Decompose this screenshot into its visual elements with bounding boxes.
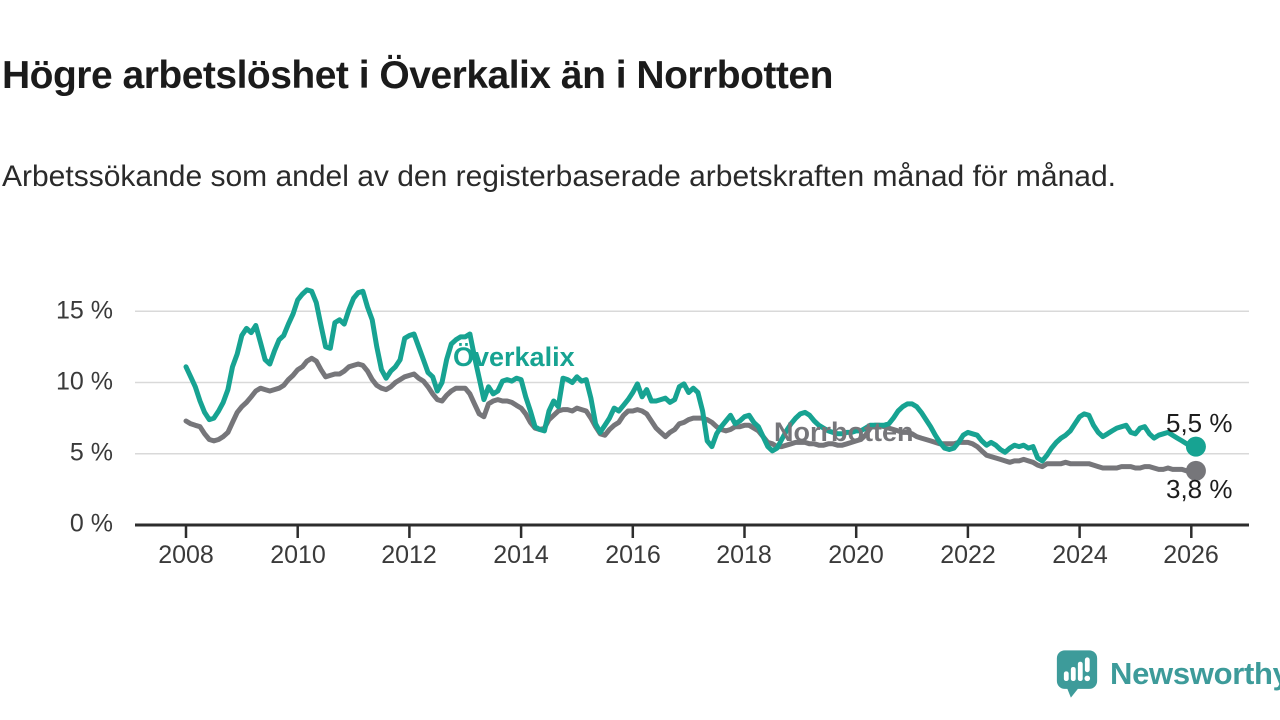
- x-tick-label-2008: 2008: [158, 541, 214, 569]
- y-tick-label-0: 0 %: [69, 509, 113, 538]
- end-value-label-overkalix: 5,5 %: [1166, 408, 1233, 438]
- newsworthy-logo-icon: [1056, 650, 1098, 698]
- x-tick-label-2026: 2026: [1163, 541, 1219, 569]
- x-tick-label-2014: 2014: [493, 541, 549, 569]
- x-tick-label-2012: 2012: [381, 541, 437, 569]
- y-tick-label-5: 5 %: [69, 438, 113, 467]
- page-title: Högre arbetslöshet i Överkalix än i Norr…: [2, 54, 833, 98]
- y-tick-label-15: 15 %: [56, 296, 113, 325]
- x-tick-label-2020: 2020: [828, 541, 884, 569]
- chart-subtitle: Arbetssökande som andel av den registerb…: [2, 160, 1116, 193]
- series-label-norrbotten: Norrbotten: [774, 417, 914, 447]
- x-tick-label-2010: 2010: [270, 541, 326, 569]
- newsworthy-logo-text: Newsworthy: [1110, 656, 1280, 691]
- end-dot-överkalix: [1185, 436, 1206, 457]
- x-tick-label-2022: 2022: [940, 541, 996, 569]
- x-tick-label-2016: 2016: [605, 541, 661, 569]
- end-value-label-norrbotten: 3,8 %: [1166, 474, 1233, 504]
- x-tick-label-2018: 2018: [716, 541, 772, 569]
- newsworthy-logo: Newsworthy: [1056, 649, 1280, 699]
- series-line-norrbotten: [183, 355, 1199, 474]
- x-tick-label-2024: 2024: [1052, 541, 1108, 569]
- end-dot-norrbotten: [1185, 460, 1206, 481]
- series-line-överkalix: [183, 287, 1199, 464]
- y-tick-label-10: 10 %: [56, 367, 113, 396]
- series-label-overkalix: Överkalix: [453, 342, 575, 372]
